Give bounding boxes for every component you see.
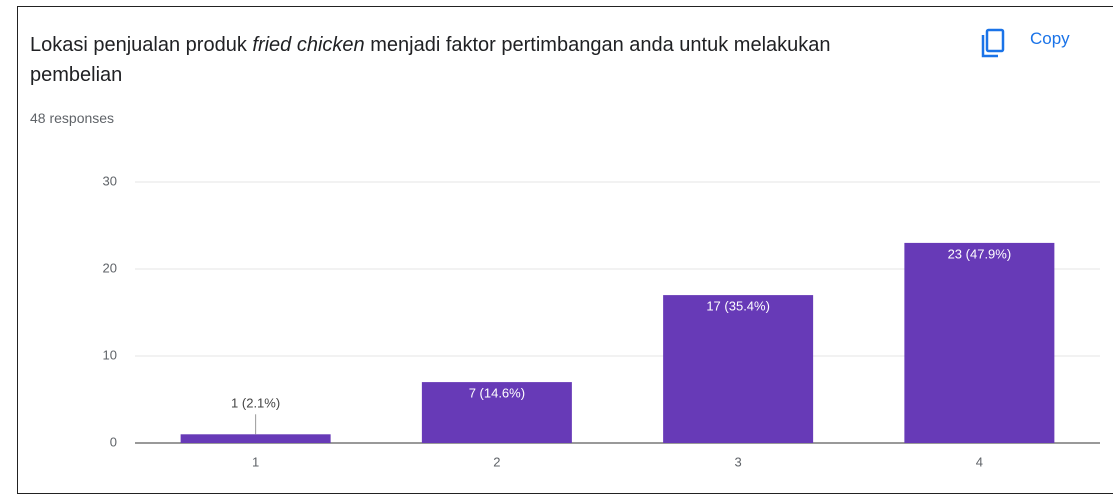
chart-title: Lokasi penjualan produk fried chicken me…	[30, 30, 910, 90]
x-tick-label: 4	[976, 454, 983, 469]
y-tick-label: 30	[103, 173, 117, 188]
x-tick-label: 1	[252, 454, 259, 469]
title-part: fried chicken	[252, 34, 365, 56]
x-tick-label: 2	[493, 454, 500, 469]
bar	[421, 382, 572, 443]
bar	[663, 295, 814, 443]
title-part: menjadi faktor pertimbangan anda untuk m…	[30, 34, 831, 86]
card	[17, 6, 1113, 494]
y-tick-label: 0	[110, 434, 117, 449]
copy-icon[interactable]	[981, 28, 1005, 58]
data-label: 17 (35.4%)	[706, 299, 770, 314]
title-part: Lokasi penjualan produk	[30, 34, 253, 56]
x-tick-label: 3	[735, 454, 742, 469]
copy-button[interactable]: Copy	[1030, 29, 1070, 48]
data-label: 1 (2.1%)	[231, 396, 280, 411]
chart-subtitle: 48 responses	[30, 110, 115, 126]
data-label: 7 (14.6%)	[469, 386, 525, 401]
y-tick-label: 10	[103, 347, 117, 362]
bar	[904, 242, 1055, 443]
y-tick-label: 20	[103, 260, 117, 275]
data-label: 23 (47.9%)	[948, 246, 1012, 261]
bar	[180, 434, 331, 443]
